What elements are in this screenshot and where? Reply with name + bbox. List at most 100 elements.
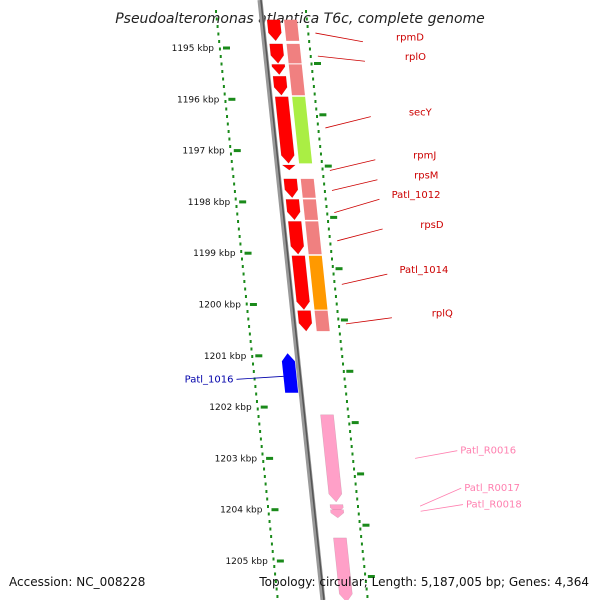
inner-tick-mark — [340, 318, 348, 322]
ruler-dot — [262, 460, 265, 463]
inner-dot — [305, 10, 308, 13]
rna-genes — [320, 414, 353, 600]
cog-band-segment — [284, 19, 300, 41]
ruler-dot — [237, 220, 240, 223]
cog-color-band — [284, 19, 330, 332]
ruler-dot — [253, 377, 256, 381]
map-title: Pseudoalteromonas atlantica T6c, complet… — [115, 11, 485, 27]
inner-dot — [338, 332, 341, 336]
inner-dot — [322, 175, 325, 178]
inner-dot — [319, 152, 322, 156]
ruler-dot — [222, 85, 225, 88]
inner-dot — [312, 85, 315, 88]
inner-dot — [334, 287, 337, 291]
label-leader-line — [329, 159, 376, 171]
inner-dot — [313, 92, 316, 96]
inner-dot — [308, 40, 311, 43]
inner-dot — [306, 25, 309, 28]
gene-label-patl_r0016: Patl_R0016 — [460, 446, 516, 457]
ruler-dot — [222, 77, 225, 81]
inner-dot — [323, 182, 326, 186]
inner-dot — [357, 512, 360, 516]
cog-band-segment — [292, 96, 313, 164]
label-leader-line — [334, 198, 380, 213]
inner-dot — [349, 437, 352, 441]
inner-tick-mark — [351, 421, 359, 425]
ruler-dot — [276, 595, 279, 598]
forward-gene-arrow — [297, 310, 313, 332]
genome-backbone — [257, 0, 326, 600]
ruler-dot — [216, 25, 219, 28]
inner-dot — [348, 422, 351, 426]
inner-dot — [360, 535, 363, 538]
label-leader-line — [415, 450, 458, 459]
cog-band-segment — [286, 43, 302, 64]
cog-band-segment — [288, 64, 305, 96]
ruler-dot — [215, 17, 218, 21]
tick-mark — [271, 508, 279, 512]
inner-dot — [345, 400, 348, 403]
ruler-dot — [233, 190, 236, 193]
ruler-ticks: 1195 kbp 1196 kbp 1197 kbp 1198 kbp 1199 kbp… — [172, 44, 375, 578]
tick-mark — [239, 200, 247, 204]
ruler-dot — [227, 130, 230, 133]
tick-mark — [260, 405, 268, 409]
ruler-dot — [226, 115, 229, 118]
backbone-core — [260, 0, 325, 600]
inner-dot — [353, 475, 356, 478]
rna-gene-arrow — [333, 537, 353, 600]
ruler-dot — [228, 137, 231, 141]
ruler-dot — [255, 400, 258, 403]
label-leader-line — [341, 273, 388, 285]
inner-dot — [309, 55, 312, 58]
ruler-dot — [244, 287, 247, 291]
ruler-dot — [267, 512, 270, 516]
inner-dot — [342, 362, 345, 366]
gene-label-rpmd: rpmD — [396, 33, 424, 44]
inner-dot — [305, 17, 308, 21]
gene-label-rpmj: rpmJ — [413, 151, 436, 162]
inner-dot — [343, 377, 346, 381]
ruler-dot — [229, 152, 232, 156]
inner-dot — [354, 482, 357, 486]
ruler-dot — [251, 355, 254, 358]
backbone-line — [257, 0, 326, 600]
ruler-dot — [224, 100, 227, 103]
inner-dot — [338, 325, 341, 328]
tick-label: 1198 kbp — [188, 198, 231, 208]
forward-gene-arrow — [291, 255, 310, 311]
ruler-dot — [225, 107, 228, 111]
tick-label: 1205 kbp — [225, 557, 268, 567]
ruler-dot — [255, 392, 258, 396]
inner-dot — [325, 205, 328, 208]
ruler-dot — [241, 265, 244, 268]
ruler-dot — [275, 587, 278, 591]
tick-mark — [249, 303, 257, 306]
tick-mark — [276, 559, 284, 563]
ruler-dot — [266, 505, 269, 508]
ruler-dot — [215, 10, 218, 13]
ruler-dot — [231, 167, 234, 171]
inner-dot — [366, 595, 369, 598]
ruler-dot — [245, 302, 248, 306]
inner-dot — [336, 310, 339, 313]
inner-dot — [362, 557, 365, 561]
inner-dot — [318, 137, 321, 141]
ruler-dot — [269, 527, 272, 531]
inner-dot — [359, 527, 362, 531]
gene-label-patl_r0017: Patl_R0017 — [464, 483, 520, 494]
inner-dot — [323, 190, 326, 193]
gene-label-rpsm: rpsM — [414, 171, 438, 182]
forward-gene-arrow — [266, 19, 282, 42]
cog-band-segment — [305, 221, 322, 255]
tick-label: 1199 kbp — [193, 249, 236, 259]
gene-label-rplq: rplQ — [432, 309, 453, 320]
inner-tick-mark — [319, 113, 327, 117]
ruler-dot — [240, 257, 243, 261]
inner-dot — [365, 587, 368, 591]
inner-dot — [330, 257, 333, 261]
cog-band-segment — [314, 310, 330, 332]
inner-dot — [345, 392, 348, 396]
inner-tick-mark — [362, 523, 370, 527]
ruler-dot — [240, 250, 243, 253]
